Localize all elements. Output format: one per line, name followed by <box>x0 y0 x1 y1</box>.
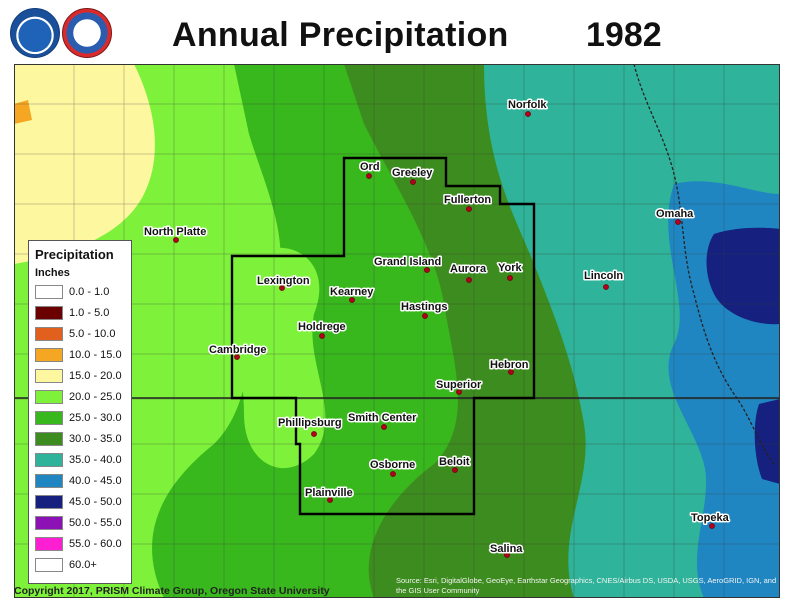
legend-label: 40.0 - 45.0 <box>69 475 122 487</box>
legend-label: 20.0 - 25.0 <box>69 391 122 403</box>
city-label: Lexington <box>257 275 310 287</box>
city-label: Holdrege <box>298 321 346 333</box>
city-label: Plainville <box>305 487 353 499</box>
legend-label: 35.0 - 40.0 <box>69 454 122 466</box>
legend-swatch <box>35 285 63 299</box>
city-label: Norfolk <box>508 99 547 111</box>
copyright: Copyright 2017, PRISM Climate Group, Ore… <box>14 585 330 597</box>
city-label: North Platte <box>144 226 206 238</box>
city-dot <box>466 206 472 212</box>
legend-label: 30.0 - 35.0 <box>69 433 122 445</box>
city-dot <box>452 467 458 473</box>
city-label: Superior <box>436 379 482 391</box>
map-year: 1982 <box>586 16 662 54</box>
city-label: Cambridge <box>209 344 266 356</box>
city-label: Hebron <box>490 359 529 371</box>
legend-swatch <box>35 537 63 551</box>
city-label: Phillipsburg <box>278 417 342 429</box>
legend-title: Precipitation <box>35 247 114 262</box>
legend-swatch <box>35 516 63 530</box>
zone-45-50-omaha <box>706 227 780 325</box>
zone-15-20-west <box>14 64 155 264</box>
legend-swatch <box>35 453 63 467</box>
city-dot <box>327 497 333 503</box>
city-label: Grand Island <box>374 256 441 268</box>
precipitation-map: Norfolk Ord Greeley Fullerton Omaha Nort… <box>14 64 780 598</box>
city-dot <box>507 275 513 281</box>
city-label: Fullerton <box>444 194 491 206</box>
city-dot <box>410 179 416 185</box>
noaa-logo-icon <box>10 8 60 58</box>
legend-swatch <box>35 432 63 446</box>
nws-logo-icon <box>62 8 112 58</box>
legend-label: 15.0 - 20.0 <box>69 370 122 382</box>
city-dot <box>709 523 715 529</box>
city-dot <box>390 471 396 477</box>
city-label: Salina <box>490 543 523 555</box>
zone-10-15-spot <box>14 100 32 124</box>
legend-swatch <box>35 348 63 362</box>
legend-swatch <box>35 474 63 488</box>
legend-swatch <box>35 495 63 509</box>
legend-swatch <box>35 558 63 572</box>
legend-label: 60.0+ <box>69 559 97 571</box>
legend-label: 50.0 - 55.0 <box>69 517 122 529</box>
legend-label: 45.0 - 50.0 <box>69 496 122 508</box>
legend-label: 0.0 - 1.0 <box>69 286 110 298</box>
city-label: Aurora <box>450 263 487 275</box>
legend-label: 5.0 - 10.0 <box>69 328 116 340</box>
city-label: Kearney <box>330 286 374 298</box>
city-label: Osborne <box>370 459 415 471</box>
legend-swatch <box>35 327 63 341</box>
city-label: Beloit <box>439 456 470 468</box>
city-dot <box>525 111 531 117</box>
basemap-attribution: Source: Esri, DigitalGlobe, GeoEye, Eart… <box>396 576 777 595</box>
city-label: Omaha <box>656 208 694 220</box>
city-dot <box>424 267 430 273</box>
legend-units: Inches <box>35 267 70 279</box>
city-label: Lincoln <box>584 270 623 282</box>
city-dot <box>173 237 179 243</box>
city-dot <box>603 284 609 290</box>
map-title: Annual Precipitation <box>172 16 509 54</box>
city-label: Greeley <box>392 167 433 179</box>
legend-label: 1.0 - 5.0 <box>69 307 110 319</box>
legend-swatch <box>35 369 63 383</box>
city-dot <box>466 277 472 283</box>
city-dot <box>504 552 510 558</box>
zone-20-25-central-lobe <box>237 247 326 469</box>
legend-swatch <box>35 390 63 404</box>
city-dot <box>234 354 240 360</box>
missouri-river <box>633 64 775 465</box>
city-dot <box>508 369 514 375</box>
legend-swatch <box>35 306 63 320</box>
legend-label: 25.0 - 30.0 <box>69 412 122 424</box>
city-label: Smith Center <box>348 412 417 424</box>
city-dot <box>422 313 428 319</box>
city-dot <box>311 431 317 437</box>
city-label: Ord <box>360 161 380 173</box>
city-markers: Norfolk Ord Greeley Fullerton Omaha Nort… <box>143 98 731 558</box>
city-label: Topeka <box>691 512 730 524</box>
city-dot <box>279 285 285 291</box>
city-label: York <box>498 262 523 274</box>
city-dot <box>366 173 372 179</box>
city-dot <box>349 297 355 303</box>
legend-label: 55.0 - 60.0 <box>69 538 122 550</box>
city-dot <box>319 333 325 339</box>
city-dot <box>381 424 387 430</box>
city-label: Hastings <box>401 301 447 313</box>
header: Annual Precipitation 1982 <box>0 0 792 64</box>
city-dot <box>456 389 462 395</box>
legend: Precipitation Inches 0.0 - 1.0 1.0 - 5.0 5… <box>28 240 132 584</box>
legend-label: 10.0 - 15.0 <box>69 349 122 361</box>
legend-swatch <box>35 411 63 425</box>
city-dot <box>675 219 681 225</box>
map-canvas: Norfolk Ord Greeley Fullerton Omaha Nort… <box>14 64 780 598</box>
forecast-area-outline <box>230 156 536 516</box>
